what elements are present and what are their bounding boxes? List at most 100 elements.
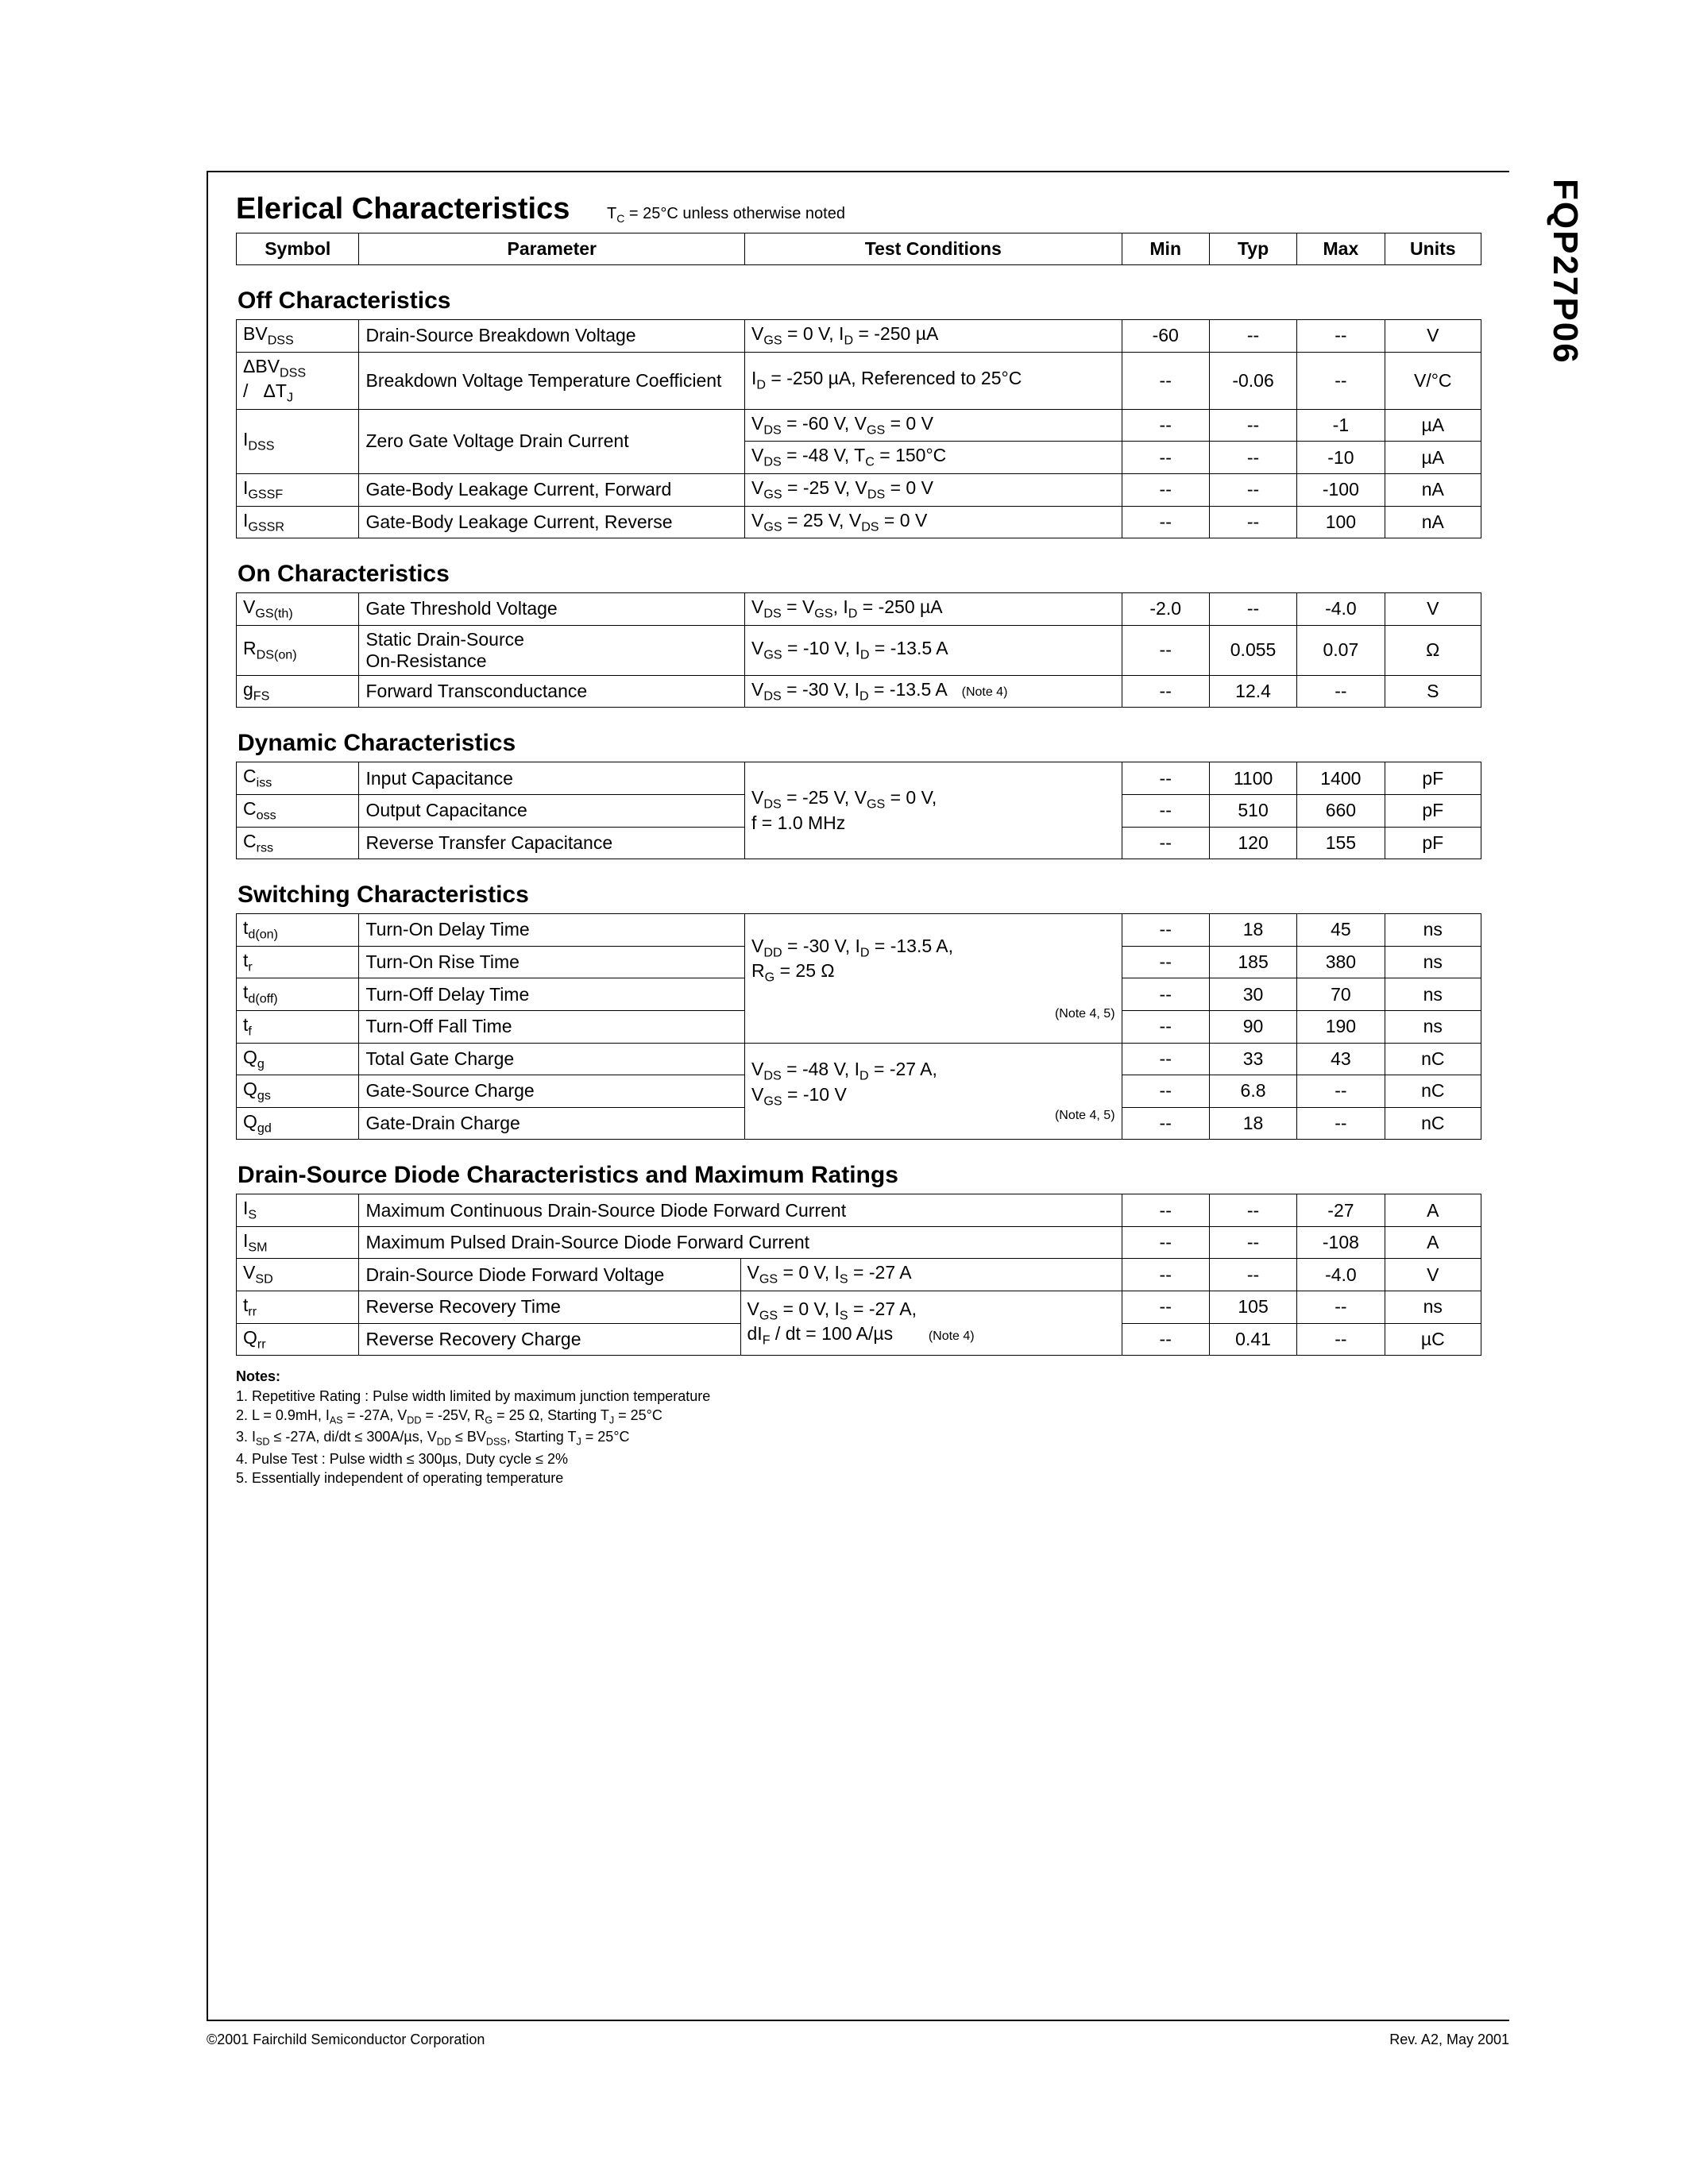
table-row: td(on)Turn-On Delay TimeVDD = -30 V, ID … — [237, 914, 1481, 947]
table-row: VSDDrain-Source Diode Forward VoltageVGS… — [237, 1259, 1481, 1291]
cell-units: nC — [1385, 1075, 1481, 1108]
section-title: Dynamic Characteristics — [238, 730, 1481, 757]
cell-min: -- — [1122, 473, 1209, 506]
cell-max: -- — [1297, 352, 1385, 409]
note-line: 1. Repetitive Rating : Pulse width limit… — [236, 1387, 1481, 1406]
cell-typ: -- — [1209, 473, 1296, 506]
cell-symbol: IS — [237, 1194, 359, 1227]
table-row: VGS(th)Gate Threshold VoltageVDS = VGS, … — [237, 593, 1481, 626]
section-title: Off Characteristics — [238, 287, 1481, 314]
cell-units: V — [1385, 1259, 1481, 1291]
cell-typ: 90 — [1209, 1010, 1296, 1043]
cell-typ: 18 — [1209, 914, 1296, 947]
cell-symbol: IGSSF — [237, 473, 359, 506]
cell-max: 660 — [1297, 794, 1385, 827]
cell-min: -- — [1122, 625, 1209, 675]
cell-typ: 18 — [1209, 1107, 1296, 1140]
cell-symbol: Qgd — [237, 1107, 359, 1140]
cell-units: V/°C — [1385, 352, 1481, 409]
cell-typ: 120 — [1209, 827, 1296, 859]
cell-conditions: VDS = -25 V, VGS = 0 V,f = 1.0 MHz — [745, 762, 1122, 859]
cell-min: -- — [1122, 1075, 1209, 1108]
cell-max: 100 — [1297, 506, 1385, 538]
col-parameter: Parameter — [359, 233, 745, 265]
note-line: 4. Pulse Test : Pulse width ≤ 300µs, Dut… — [236, 1449, 1481, 1468]
cell-conditions: VDS = -60 V, VGS = 0 V — [745, 409, 1122, 442]
cell-symbol: Coss — [237, 794, 359, 827]
cell-conditions: VGS = 0 V, ID = -250 µA — [745, 320, 1122, 353]
cell-units: µC — [1385, 1323, 1481, 1356]
cell-max: 70 — [1297, 978, 1385, 1011]
cell-units: nA — [1385, 473, 1481, 506]
note-line: 2. L = 0.9mH, IAS = -27A, VDD = -25V, RG… — [236, 1406, 1481, 1428]
cell-min: -- — [1122, 978, 1209, 1011]
cell-max: -27 — [1297, 1194, 1385, 1227]
cell-min: -- — [1122, 1226, 1209, 1259]
cell-typ: 6.8 — [1209, 1075, 1296, 1108]
page-frame: Elerical Characteristics TC = 25°C unles… — [207, 171, 1509, 2021]
cell-parameter: Zero Gate Voltage Drain Current — [359, 409, 745, 473]
cell-symbol: Ciss — [237, 762, 359, 795]
cell-parameter: Gate-Body Leakage Current, Reverse — [359, 506, 745, 538]
column-header-row: Symbol Parameter Test Conditions Min Typ… — [237, 233, 1481, 265]
cell-max: -108 — [1297, 1226, 1385, 1259]
cell-typ: -- — [1209, 593, 1296, 626]
col-min: Min — [1122, 233, 1209, 265]
cell-min: -- — [1122, 1259, 1209, 1291]
cell-conditions: ID = -250 µA, Referenced to 25°C — [745, 352, 1122, 409]
cell-conditions: VGS = 0 V, IS = -27 A,dIF / dt = 100 A/µ… — [740, 1291, 1122, 1356]
cell-parameter: Total Gate Charge — [359, 1043, 745, 1075]
cell-max: 0.07 — [1297, 625, 1385, 675]
cell-typ: 1100 — [1209, 762, 1296, 795]
col-max: Max — [1297, 233, 1385, 265]
table-row: IGSSFGate-Body Leakage Current, ForwardV… — [237, 473, 1481, 506]
cell-conditions: VGS = -10 V, ID = -13.5 A — [745, 625, 1122, 675]
cell-max: -4.0 — [1297, 593, 1385, 626]
cell-parameter: Output Capacitance — [359, 794, 745, 827]
cell-typ: -- — [1209, 320, 1296, 353]
table-row: CissInput CapacitanceVDS = -25 V, VGS = … — [237, 762, 1481, 795]
cell-typ: -- — [1209, 442, 1296, 474]
cell-typ: -- — [1209, 1226, 1296, 1259]
cell-parameter: Maximum Pulsed Drain-Source Diode Forwar… — [359, 1226, 1122, 1259]
cell-min: -- — [1122, 914, 1209, 947]
cell-min: -- — [1122, 352, 1209, 409]
cell-units: ns — [1385, 914, 1481, 947]
cell-max: -1 — [1297, 409, 1385, 442]
cell-symbol: ΔBVDSS/ ΔTJ — [237, 352, 359, 409]
cell-typ: 33 — [1209, 1043, 1296, 1075]
cell-min: -60 — [1122, 320, 1209, 353]
cell-max: -- — [1297, 1107, 1385, 1140]
cell-parameter: Gate-Body Leakage Current, Forward — [359, 473, 745, 506]
cell-units: pF — [1385, 762, 1481, 795]
cell-symbol: tr — [237, 946, 359, 978]
cell-max: 43 — [1297, 1043, 1385, 1075]
cell-units: V — [1385, 320, 1481, 353]
cell-parameter: Forward Transconductance — [359, 675, 745, 708]
note-line: 5. Essentially independent of operating … — [236, 1468, 1481, 1488]
cell-parameter: Turn-On Rise Time — [359, 946, 745, 978]
cell-typ: 0.055 — [1209, 625, 1296, 675]
cell-min: -- — [1122, 946, 1209, 978]
footer-revision: Rev. A2, May 2001 — [1389, 2032, 1509, 2048]
cell-units: ns — [1385, 946, 1481, 978]
cell-parameter: Breakdown Voltage Temperature Coefficien… — [359, 352, 745, 409]
cell-typ: 185 — [1209, 946, 1296, 978]
section-title: On Characteristics — [238, 561, 1481, 588]
cell-min: -- — [1122, 506, 1209, 538]
spec-table: td(on)Turn-On Delay TimeVDD = -30 V, ID … — [236, 913, 1481, 1140]
cell-max: -- — [1297, 1075, 1385, 1108]
cell-parameter: Gate-Drain Charge — [359, 1107, 745, 1140]
cell-min: -- — [1122, 1194, 1209, 1227]
footer-copyright: ©2001 Fairchild Semiconductor Corporatio… — [207, 2032, 485, 2048]
cell-min: -- — [1122, 1323, 1209, 1356]
cell-min: -- — [1122, 409, 1209, 442]
cell-conditions: VGS = 25 V, VDS = 0 V — [745, 506, 1122, 538]
cell-symbol: Crss — [237, 827, 359, 859]
cell-typ: -- — [1209, 1259, 1296, 1291]
cell-units: ns — [1385, 1291, 1481, 1324]
cell-min: -- — [1122, 827, 1209, 859]
cell-symbol: RDS(on) — [237, 625, 359, 675]
spec-table: VGS(th)Gate Threshold VoltageVDS = VGS, … — [236, 592, 1481, 708]
cell-symbol: ISM — [237, 1226, 359, 1259]
